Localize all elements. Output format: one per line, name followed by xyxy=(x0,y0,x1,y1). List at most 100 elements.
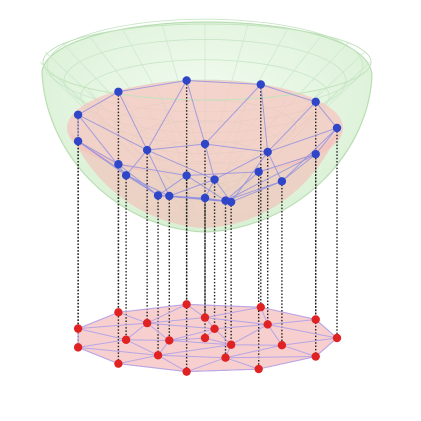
bowl-grid-line xyxy=(271,43,280,59)
bowl-grid-line xyxy=(298,49,311,65)
upper-edge-p16-p21 xyxy=(146,149,215,180)
upper-node-p11 xyxy=(311,97,320,107)
upper-edge-p8-p9 xyxy=(118,79,187,93)
upper-edge-p18-p21 xyxy=(214,151,268,180)
bowl-rim xyxy=(42,23,372,101)
upper-node-p15 xyxy=(121,171,131,180)
bowl-grid-line xyxy=(122,28,131,44)
lower-edge-p6-p15 xyxy=(78,339,127,348)
paraboloid-surface xyxy=(39,18,373,233)
lower-node-p16 xyxy=(142,318,152,328)
bowl-grid-line xyxy=(333,42,349,58)
lower-edge-p14-p19 xyxy=(157,344,232,356)
lower-node-p22 xyxy=(200,333,210,343)
lower-edge-p7-p16 xyxy=(78,322,148,330)
bowl-grid-line xyxy=(130,43,139,59)
lower-edge-p20-p22 xyxy=(169,337,206,341)
lower-edge-p2-p13 xyxy=(225,356,316,359)
bowl-grid-line xyxy=(279,28,288,44)
lower-node-p21 xyxy=(210,324,219,334)
upper-edge-p1-p18 xyxy=(267,127,338,153)
upper-node-p9 xyxy=(182,76,191,85)
lower-edge-p2-p12 xyxy=(281,344,316,357)
lower-edge-p16-p17 xyxy=(147,317,206,324)
lower-edge-p9-p10 xyxy=(186,303,261,308)
bowl-grid-line xyxy=(310,34,322,50)
lower-edge-p10-p17 xyxy=(204,306,261,319)
lower-node-p3 xyxy=(254,364,263,374)
upper-edge-p16-p20 xyxy=(146,149,170,197)
lower-node-p19 xyxy=(226,340,236,349)
lower-edge-p15-p16 xyxy=(125,322,148,341)
lower-node-p1 xyxy=(332,333,342,343)
bowl-grid-line xyxy=(110,63,123,79)
lower-node-p4 xyxy=(182,367,191,376)
bowl-grid-line xyxy=(306,71,321,87)
upper-node-p10 xyxy=(256,80,265,89)
upper-node-p3 xyxy=(254,167,263,177)
upper-edge-p10-p17 xyxy=(204,84,262,145)
upper-node-p16 xyxy=(142,145,152,155)
lower-edge-p1-p12 xyxy=(281,337,338,346)
upper-edge-p3-p4 xyxy=(186,171,259,177)
bowl-inner-disk xyxy=(67,80,343,176)
lower-edge-p5-p6 xyxy=(77,346,119,365)
upper-node-p20 xyxy=(165,191,174,201)
upper-edge-p1-p2 xyxy=(315,127,338,155)
lower-edge-p6-p14 xyxy=(78,346,159,356)
upper-edge-p14-p15 xyxy=(125,174,159,196)
upper-node-p2 xyxy=(311,149,320,159)
correspondence-links xyxy=(77,80,338,372)
bowl-grid-line xyxy=(320,57,335,73)
upper-edge-p6-p15 xyxy=(77,140,127,176)
lower-edge-p17-p18 xyxy=(204,317,268,325)
lower-edge-p10-p11 xyxy=(260,306,316,320)
upper-edge-p2-p13 xyxy=(225,153,316,202)
upper-edge-p1-p12 xyxy=(281,127,338,182)
upper-node-p8 xyxy=(114,87,123,96)
lower-edge-p12-p13 xyxy=(225,344,283,359)
upper-node-p17 xyxy=(200,139,210,149)
lower-node-p6 xyxy=(73,343,83,352)
upper-edge-p18-p12 xyxy=(267,151,283,182)
lower-edge-p20-p21 xyxy=(169,328,215,341)
upper-node-p22 xyxy=(200,193,210,203)
bowl-grid-line xyxy=(338,76,355,92)
upper-edge-p11-p1 xyxy=(315,101,338,129)
bowl-grid-line xyxy=(333,66,350,82)
upper-edge-p5-p6 xyxy=(77,140,119,165)
lower-node-p20 xyxy=(165,336,174,345)
upper-edge-p4-p13 xyxy=(186,175,226,202)
lower-node-p11 xyxy=(311,315,320,324)
lower-node-p13 xyxy=(221,353,230,362)
upper-edge-p11-p18 xyxy=(267,101,317,153)
bowl-grid-line xyxy=(45,71,62,87)
lower-node-p5 xyxy=(114,359,123,368)
upper-edge-p9-p16 xyxy=(146,80,188,151)
lower-node-p8 xyxy=(114,308,123,317)
upper-edge-p17-p21 xyxy=(204,143,216,180)
upper-edge-p19-p20 xyxy=(169,195,232,203)
lower-node-p2 xyxy=(311,352,320,361)
upper-edge-p8-p16 xyxy=(117,91,148,151)
upper-node-p12 xyxy=(277,177,287,186)
lower-edge-p1-p2 xyxy=(315,337,338,357)
lower-edge-p11-p1 xyxy=(315,319,338,339)
bowl-grid-line xyxy=(88,34,100,50)
lower-edge-p3-p4 xyxy=(186,368,259,373)
bowl-grid-line xyxy=(60,85,77,101)
lower-edge-p14-p15 xyxy=(125,339,159,356)
bowl-grid-line xyxy=(174,68,180,84)
upper-node-p5 xyxy=(114,160,123,169)
bowl-grid-line xyxy=(239,39,244,55)
lower-node-p9 xyxy=(182,300,191,309)
bowl-grid-line xyxy=(99,49,112,65)
bowl-lower-lobe xyxy=(70,132,338,228)
upper-node-p21 xyxy=(210,175,219,184)
bowl-grid-line xyxy=(230,68,236,84)
lower-edge-p18-p21 xyxy=(214,323,268,330)
lower-edge-p18-p19 xyxy=(230,324,268,346)
bowl-grid-line xyxy=(75,57,90,73)
upper-edge-p10-p18 xyxy=(260,84,269,153)
